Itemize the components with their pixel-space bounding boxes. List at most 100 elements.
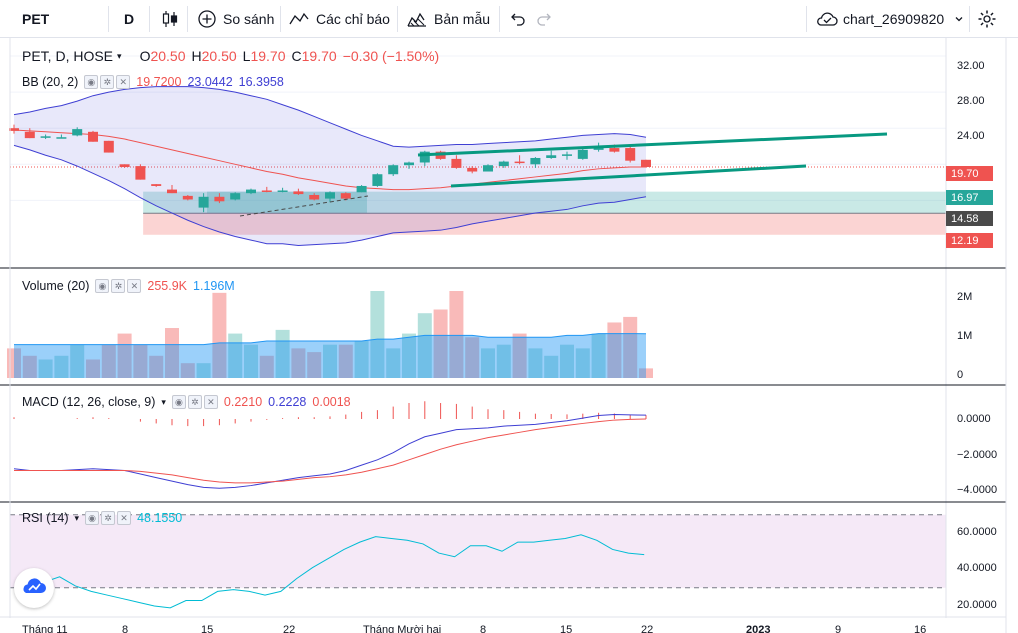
gear-icon[interactable]: ✲: [101, 511, 116, 525]
volume-axis-label: 2M: [957, 291, 973, 303]
candle-body: [641, 159, 651, 168]
time-axis-label: Tháng 11: [22, 624, 68, 633]
indicators-button[interactable]: Các chỉ báo: [288, 0, 390, 38]
chevron-down-icon[interactable]: ▾: [74, 512, 80, 523]
indicators-icon: [288, 10, 310, 28]
macd-axis-label: −2.0000: [957, 449, 998, 461]
time-axis-label: 8: [480, 624, 487, 633]
close-icon[interactable]: ✕: [116, 75, 131, 89]
save-layout-button[interactable]: chart_26909820: [815, 0, 964, 38]
chart-name-label: chart_26909820: [843, 11, 945, 27]
volume-bar: [101, 344, 116, 378]
bb-legend: BB (20, 2) ◉ ✲ ✕ 19.7200 23.0442 16.3958: [22, 75, 290, 89]
volume-bar: [196, 363, 211, 378]
bb-name[interactable]: BB (20, 2): [22, 75, 79, 89]
close-icon[interactable]: ✕: [127, 279, 142, 293]
candle-body: [372, 174, 383, 186]
gear-icon[interactable]: ✲: [187, 395, 202, 409]
gear-icon[interactable]: ✲: [111, 279, 126, 293]
rsi-axis-label: 40.0000: [957, 562, 997, 574]
close-icon[interactable]: ✕: [203, 395, 218, 409]
eye-icon[interactable]: ◉: [95, 279, 110, 293]
volume-bar: [180, 363, 195, 378]
loss-zone: [143, 213, 946, 235]
volume-bar: [165, 328, 179, 378]
bb-upper-value: 23.0442: [187, 75, 233, 89]
volume-ma-area: [14, 333, 646, 378]
chart-area: PET, D, HOSE ▾ O 20.50 H 20.50 L 19.70 C…: [0, 38, 1018, 633]
candle-body: [72, 129, 83, 136]
candle-body: [625, 148, 636, 161]
chevron-down-icon: [954, 14, 964, 24]
eye-icon[interactable]: ◉: [85, 511, 100, 525]
top-toolbar: PET D So sánh Các chỉ báo Bản mẫu: [0, 0, 1018, 38]
templates-button[interactable]: Bản mẫu: [406, 0, 490, 38]
open-value: 20.50: [150, 48, 186, 64]
bb-band-fill: [14, 86, 646, 246]
chart-canvas[interactable]: [0, 38, 1018, 633]
candle-body: [277, 190, 288, 192]
low-value: 19.70: [250, 48, 286, 64]
compare-button[interactable]: So sánh: [197, 0, 274, 38]
candle-body: [198, 196, 209, 208]
volume-bar: [591, 333, 606, 378]
interval-button[interactable]: D: [124, 0, 134, 38]
macd-axis-label: 0.0000: [957, 413, 991, 425]
low-label: L: [242, 48, 251, 64]
eye-icon[interactable]: ◉: [171, 395, 186, 409]
candle-body: [167, 189, 177, 194]
volume-bar: [481, 348, 495, 378]
lower-trendline: [450, 164, 807, 188]
macd-name[interactable]: MACD (12, 26, close, 9): [22, 395, 156, 409]
gear-icon[interactable]: ✲: [100, 75, 115, 89]
candle-body: [467, 167, 478, 172]
redo-button[interactable]: [536, 0, 554, 38]
bb-basis-line: [13, 129, 646, 191]
settings-button[interactable]: [977, 0, 997, 38]
volume-legend: Volume (20) ◉ ✲ ✕ 255.9K 1.196M: [22, 279, 241, 293]
volume-bar: [417, 313, 432, 378]
volume-bar: [496, 344, 511, 378]
close-icon[interactable]: ✕: [117, 511, 132, 525]
time-axis-label: 9: [835, 624, 842, 633]
volume-name[interactable]: Volume (20): [22, 279, 90, 293]
time-axis-label: 15: [560, 624, 573, 633]
candle-body: [483, 165, 493, 172]
candle-body: [40, 136, 51, 138]
volume-bar: [70, 344, 85, 378]
candle-body: [514, 161, 525, 164]
symbol-label: PET: [22, 11, 50, 27]
volume-bar: [370, 291, 385, 378]
candle-body: [214, 196, 225, 202]
symbol-search-button[interactable]: PET: [22, 0, 49, 38]
rsi-line: [27, 534, 645, 609]
rsi-name[interactable]: RSI (14): [22, 511, 69, 525]
rsi-band: [10, 514, 946, 588]
price-axis-label: 32.00: [957, 60, 985, 72]
volume-axis-label: 1M: [957, 330, 973, 342]
cloud-logo-icon: [21, 577, 47, 600]
open-label: O: [139, 48, 151, 64]
chart-type-button[interactable]: [160, 0, 180, 38]
symbol-title[interactable]: PET, D, HOSE: [22, 48, 114, 64]
templates-icon: [406, 10, 428, 28]
compare-label: So sánh: [223, 11, 275, 27]
undo-button[interactable]: [508, 0, 526, 38]
indicators-label: Các chỉ báo: [316, 11, 390, 27]
candle-body: [293, 191, 304, 195]
volume-bar: [512, 333, 527, 378]
candle-body: [562, 154, 572, 156]
volume-bar: [465, 337, 480, 378]
volume-bar: [575, 348, 590, 378]
chevron-down-icon[interactable]: ▾: [161, 396, 166, 407]
volume-bar: [323, 344, 337, 378]
high-value: 20.50: [201, 48, 237, 64]
time-axis-label: Tháng Mười hai: [363, 624, 442, 633]
volume-bar: [560, 344, 574, 378]
candle-body: [388, 165, 399, 175]
candle-body: [498, 161, 509, 167]
time-axis-label: 2023: [746, 624, 771, 633]
bb-lower-value: 16.3958: [238, 75, 284, 89]
eye-icon[interactable]: ◉: [84, 75, 99, 89]
tradingview-logo[interactable]: [14, 568, 54, 608]
